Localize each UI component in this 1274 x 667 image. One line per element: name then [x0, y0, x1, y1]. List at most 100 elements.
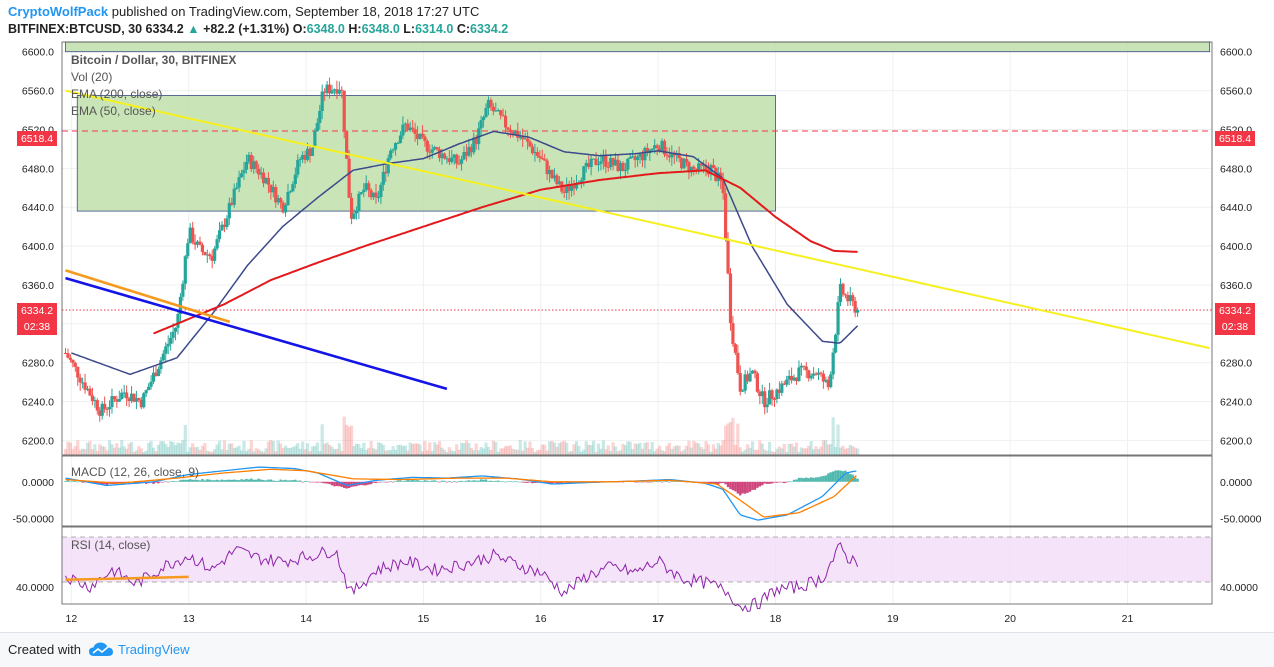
volume-bar — [577, 445, 581, 455]
volume-bar — [359, 448, 363, 455]
volume-bar — [794, 442, 799, 455]
candle-body — [621, 162, 625, 172]
candle-body — [161, 353, 165, 361]
chart-header: CryptoWolfPack published on TradingView.… — [0, 0, 1274, 40]
candle-body — [763, 391, 767, 408]
candle-body — [359, 192, 363, 194]
candle-body — [660, 140, 664, 152]
macd-histogram-bar — [827, 473, 830, 482]
macd-histogram-bar — [325, 481, 329, 484]
volume-bar — [816, 449, 821, 455]
volume-bar — [594, 451, 598, 455]
candle-body — [376, 197, 381, 199]
volume-bar — [851, 446, 855, 455]
macd-histogram-bar — [516, 481, 519, 483]
macd-histogram-bar — [492, 481, 495, 482]
footer-brand-link[interactable]: TradingView — [118, 642, 190, 657]
candle-body — [330, 90, 334, 94]
volume-bar — [215, 444, 219, 455]
volume-bar — [345, 424, 349, 455]
price-tick-right: 6240.0 — [1220, 397, 1252, 409]
candle-body — [804, 366, 808, 371]
macd-histogram-bar — [770, 481, 774, 484]
macd-histogram-bar — [421, 481, 424, 482]
candle-body — [401, 124, 405, 136]
candle-body — [650, 148, 654, 150]
candle-body — [200, 244, 205, 252]
candle-body — [293, 174, 297, 185]
volume-bar — [423, 440, 427, 455]
macd-histogram-bar — [372, 481, 375, 483]
volume-bar — [521, 450, 525, 455]
candle-body — [743, 374, 747, 391]
candle-body — [337, 89, 341, 94]
volume-bar — [846, 448, 850, 455]
legend-macd[interactable]: MACD (12, 26, close, 9) — [71, 465, 199, 479]
legend-vol[interactable]: Vol (20) — [71, 70, 112, 84]
candle-body — [222, 224, 227, 228]
volume-bar — [464, 440, 469, 455]
legend-title[interactable]: Bitcoin / Dollar, 30, BITFINEX — [71, 53, 236, 67]
volume-bar — [745, 444, 750, 455]
legend-rsi[interactable]: RSI (14, close) — [71, 538, 150, 552]
author-link[interactable]: CryptoWolfPack — [8, 4, 109, 19]
tradingview-cloud-icon[interactable] — [88, 641, 114, 659]
candle-body — [76, 366, 80, 378]
volume-bar — [838, 447, 843, 455]
legend-ema50[interactable]: EMA (50, close) — [71, 104, 156, 118]
macd-histogram-bar — [203, 480, 207, 482]
volume-bar — [103, 446, 107, 455]
candles — [63, 77, 860, 422]
volume-bar — [635, 444, 640, 455]
candle-body — [93, 400, 97, 402]
macd-histogram-bar — [369, 481, 373, 485]
candle-body — [430, 149, 434, 153]
macd-histogram-bar — [377, 481, 380, 483]
volume-bar — [623, 445, 627, 455]
volume-bar — [305, 443, 310, 455]
candle-body — [645, 147, 649, 154]
volume-bar — [518, 440, 522, 455]
volume-bar — [672, 446, 676, 455]
macd-tick-left: -50.0000 — [13, 514, 55, 526]
volume-bar — [298, 448, 302, 455]
volume-bar — [437, 441, 442, 455]
candle-body — [181, 283, 185, 297]
macd-histogram-bar — [717, 481, 720, 485]
candle-body — [386, 158, 390, 174]
volume-bar — [535, 450, 539, 455]
macd-histogram-bar — [387, 481, 390, 483]
volume-bar — [288, 448, 293, 455]
macd-histogram-bar — [328, 481, 331, 485]
volume-bar — [547, 441, 552, 455]
symbol-label: BITFINEX:BTCUSD, 30 — [8, 22, 143, 36]
macd-histogram-bar — [560, 481, 564, 484]
candle-body — [301, 155, 305, 160]
volume-bar — [203, 443, 207, 455]
macd-histogram-bar — [477, 480, 480, 482]
ema200-line — [153, 169, 858, 335]
chart-canvas[interactable]: Bitcoin / Dollar, 30, BITFINEX Vol (20) … — [0, 0, 1274, 632]
macd-histogram-bar — [181, 479, 185, 482]
macd-histogram-bar — [272, 480, 275, 482]
volume-bar — [396, 444, 400, 455]
macd-histogram-bar — [286, 480, 290, 482]
macd-histogram-bar — [367, 481, 370, 485]
yellow-trend — [65, 89, 1210, 350]
candle-body — [711, 165, 715, 168]
volume-bar — [325, 442, 329, 455]
candle-body — [315, 122, 319, 132]
macd-histogram-bar — [797, 477, 801, 482]
rsi-orange-trend — [65, 575, 189, 582]
volume-bar — [804, 448, 808, 455]
volume-bar — [689, 447, 693, 455]
macd-line — [65, 466, 857, 521]
candle-body — [313, 131, 317, 148]
volume-bar — [489, 449, 493, 455]
candle-body — [834, 334, 838, 353]
legend-ema200[interactable]: EMA (200, close) — [71, 87, 162, 101]
x-tick-label: 13 — [183, 613, 195, 625]
candle-body — [274, 187, 278, 203]
macd-histogram-bar — [807, 478, 810, 482]
volume-bar — [403, 445, 407, 455]
